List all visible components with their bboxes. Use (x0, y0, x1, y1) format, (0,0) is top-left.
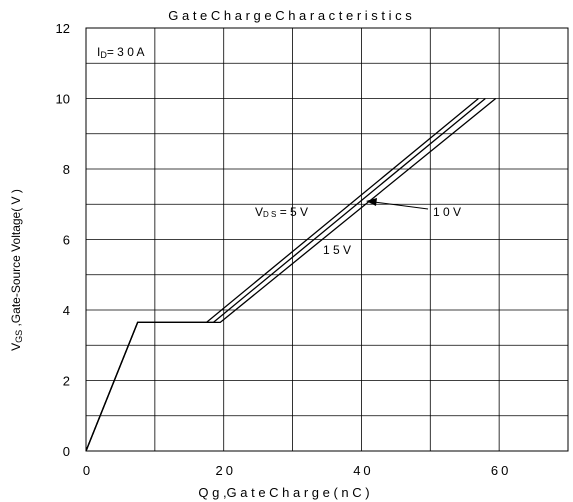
x-axis-label: Q g ,G a t e C h a r g e ( n C ) (198, 485, 369, 500)
annotation-vds-5v: VD S = 5 V (255, 205, 308, 219)
y-axis-label-sub: GS (14, 330, 24, 343)
annotation-vds-rest: = 5 V (276, 205, 308, 219)
y-axis-label-main: V (9, 343, 23, 351)
condition-label: ID= 3 0 A (97, 45, 145, 60)
condition-label-sub: D (100, 50, 107, 60)
series-line (85, 97, 497, 452)
x-tick-label: 0 (83, 463, 93, 478)
annotation-vds-main: V (255, 205, 263, 219)
condition-label-main: I (97, 45, 100, 59)
y-tick-label: 6 (63, 233, 70, 248)
annotation-vds-sub: D S (263, 210, 276, 219)
annotation-10v: 1 0 V (433, 205, 461, 219)
y-tick-label: 4 (63, 303, 70, 318)
x-tick-label: 20 (215, 463, 235, 478)
annotation-arrow-line (373, 201, 429, 210)
x-tick-label: 60 (491, 463, 511, 478)
y-axis-label: VGS ,Gate-Source Voltage( V ) (9, 189, 24, 351)
plot-frame (85, 27, 569, 452)
condition-label-rest: = 3 0 A (107, 45, 145, 59)
y-tick-label: 2 (63, 374, 70, 389)
grid (86, 28, 568, 451)
series-layer (85, 97, 497, 452)
y-tick-label: 8 (63, 162, 70, 177)
y-tick-label: 10 (56, 92, 70, 107)
chart-title: G a t e C h a r g e C h a r a c t e r i … (168, 8, 412, 23)
ticks-layer: 0 2 4 6 8 10 12 0 20 40 60 (56, 21, 511, 478)
x-tick-label: 40 (353, 463, 373, 478)
y-axis-label-rest: ,Gate-Source Voltage( V ) (9, 189, 23, 330)
annotation-arrow-head (366, 198, 377, 206)
y-tick-label: 0 (63, 444, 70, 459)
annotation-15v: 1 5 V (323, 243, 351, 257)
y-tick-label: 12 (56, 21, 70, 36)
